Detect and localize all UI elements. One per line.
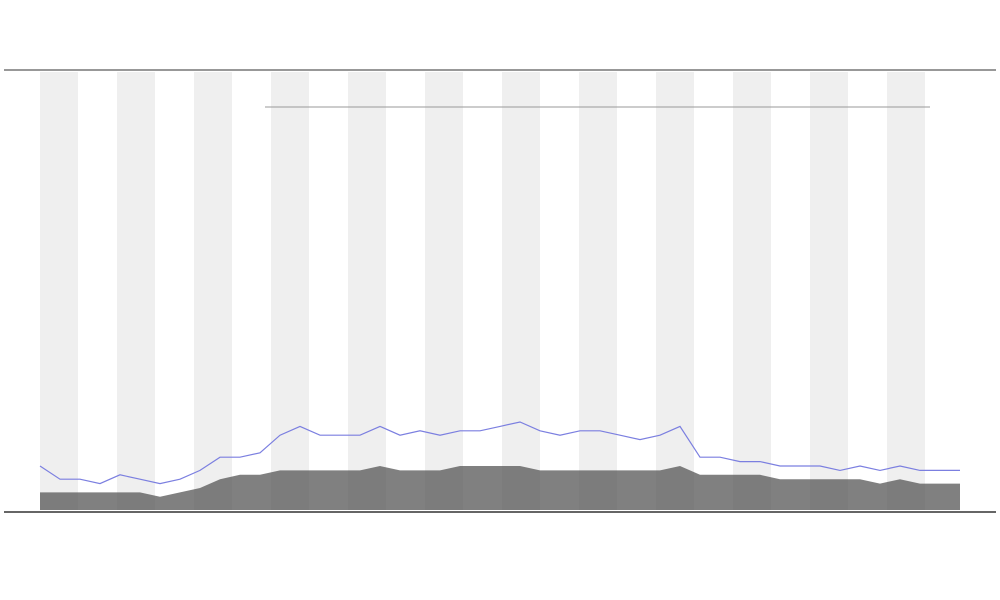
band (579, 72, 617, 510)
line (39, 421, 960, 485)
band (502, 72, 540, 510)
band (887, 72, 925, 510)
band (40, 72, 78, 510)
band (271, 72, 309, 510)
band (348, 72, 386, 510)
plot (39, 421, 960, 510)
band (117, 72, 155, 510)
band (194, 72, 232, 510)
band (425, 72, 463, 510)
band (656, 72, 694, 510)
band (733, 72, 771, 510)
background-bands (40, 72, 925, 510)
area (40, 466, 960, 510)
band (810, 72, 848, 510)
